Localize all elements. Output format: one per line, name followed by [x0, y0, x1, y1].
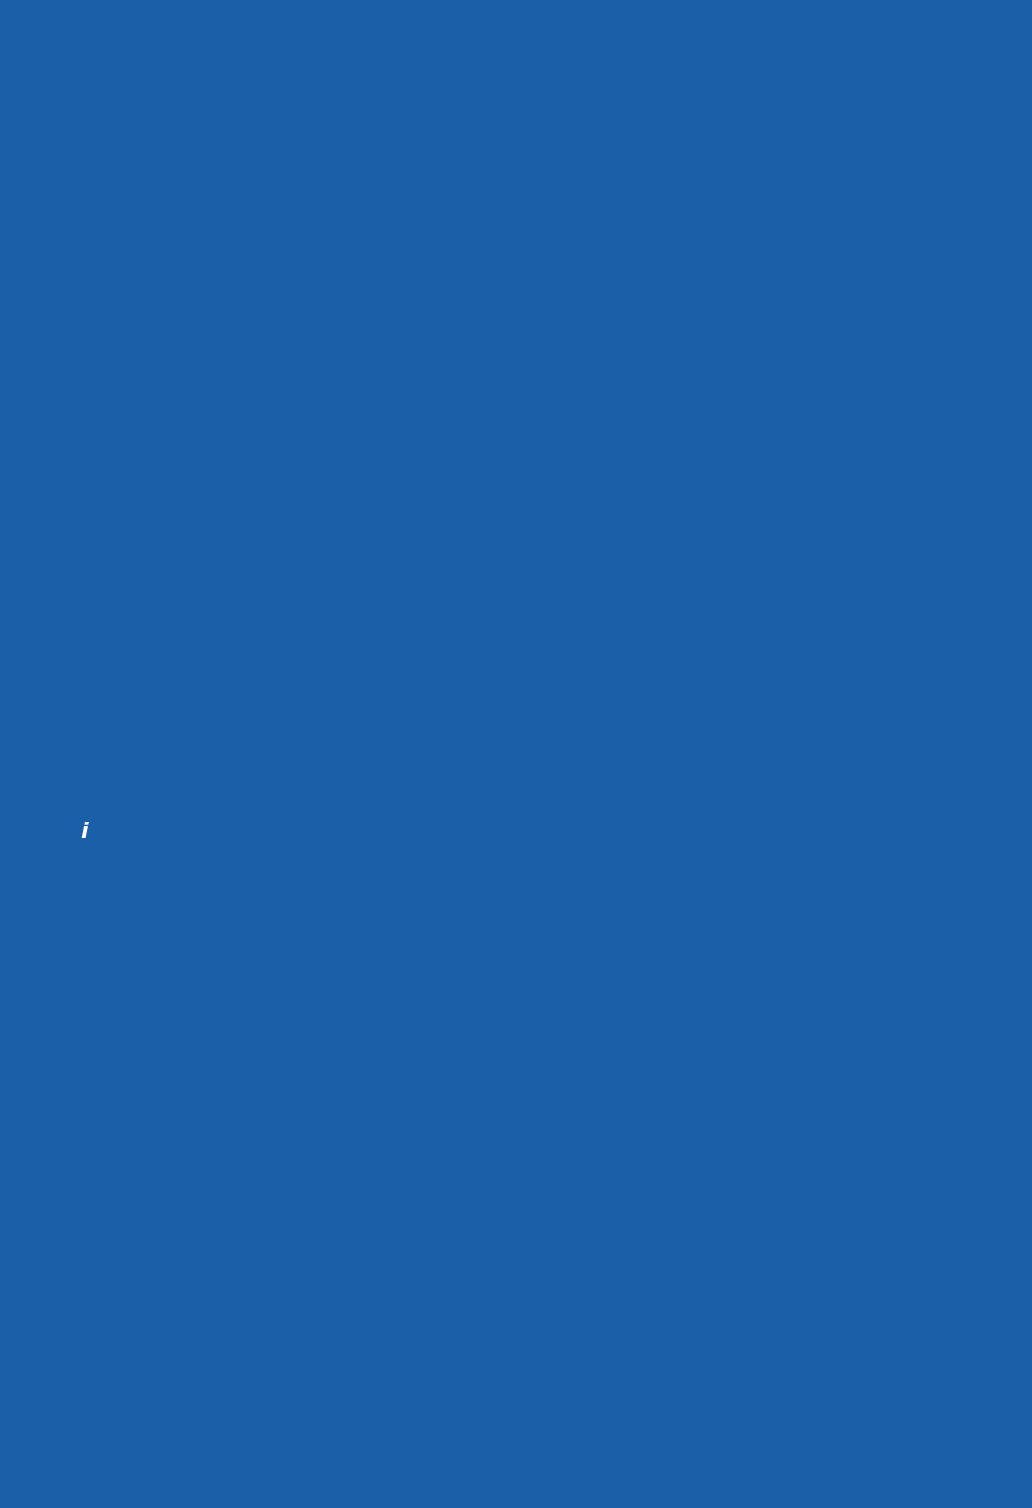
Text: Ethernet: Ethernet: [389, 654, 461, 670]
Text: Connect the other end of the coaxial cable to the: Connect the other end of the coaxial cab…: [118, 587, 484, 602]
Text: provide the: provide the: [138, 1256, 226, 1271]
Text: Connection: Connection: [251, 196, 340, 210]
Text: 18: 18: [982, 1491, 997, 1502]
Text: you want to install as a wired connection on your home network.: you want to install as a wired connectio…: [118, 713, 594, 728]
Text: listed on the gateway label.: listed on the gateway label.: [282, 1256, 490, 1271]
Text: Coaxial Cable: Coaxial Cable: [243, 178, 348, 192]
Text: Connect the power cord to the: Connect the power cord to the: [118, 737, 347, 752]
Text: Check that a coaxial cable is already connected to a cable wall outlet or RF spl: Check that a coaxial cable is already co…: [118, 544, 761, 559]
Text: 6.: 6.: [68, 763, 82, 778]
FancyBboxPatch shape: [55, 38, 980, 490]
Text: port on the rear of the SBG6950AC2.: port on the rear of the SBG6950AC2.: [444, 654, 718, 670]
Text: Connect the other end of the Ethernet cable to the: Connect the other end of the Ethernet ca…: [118, 679, 495, 694]
FancyBboxPatch shape: [490, 155, 512, 193]
Text: HFC MAC ID: HFC MAC ID: [214, 1256, 312, 1271]
Text: a wall switch.: a wall switch.: [118, 780, 218, 795]
FancyBboxPatch shape: [893, 311, 901, 318]
Text: Power: Power: [636, 314, 684, 327]
Text: : This automatically powers ON the SBG6950AC2. There may be up to a 15: : This automatically powers ON the SBG69…: [148, 814, 697, 829]
Text: Plug the other end of the power cord into an electrical wall outlet that is not : Plug the other end of the power cord int…: [118, 763, 777, 778]
Text: i: i: [80, 822, 88, 841]
Text: Contact your service provider to activate (provision) the SBG6950AC2. You may ha: Contact your service provider to activat…: [138, 1237, 782, 1252]
Text: SBG6950AC2.: SBG6950AC2.: [118, 605, 220, 618]
Text: : Repeat steps 3 and 4 for an additional computer or other network device that: : Repeat steps 3 and 4 for an additional…: [172, 697, 753, 710]
Text: LED on the SBG6950AC2 front panel to light up after the: LED on the SBG6950AC2 front panel to lig…: [287, 832, 706, 847]
Text: connected properly.: connected properly.: [118, 1178, 263, 1193]
FancyBboxPatch shape: [910, 311, 918, 318]
Text: Copyright 2017, ARRIS Enterprises, LLC. All rights reserved.: Copyright 2017, ARRIS Enterprises, LLC. …: [38, 1491, 372, 1502]
FancyBboxPatch shape: [720, 65, 930, 164]
Text: 3.: 3.: [68, 654, 82, 670]
Circle shape: [129, 192, 141, 208]
Text: should still perform the following gateway connectivity test to verify that the : should still perform the following gatew…: [118, 1160, 783, 1175]
Text: Cable: Cable: [433, 587, 479, 602]
FancyBboxPatch shape: [893, 339, 901, 348]
Text: Use your hand to tighten the connectors to avoid damaging them.: Use your hand to tighten the connectors …: [138, 629, 625, 644]
Text: Power: Power: [307, 737, 358, 752]
Text: Ethernet: Ethernet: [614, 118, 682, 133]
Text: Connect the Ethernet cable to an available: Connect the Ethernet cable to an availab…: [118, 654, 437, 670]
Text: Chapter 4: Installing the Gateway: Chapter 4: Installing the Gateway: [719, 12, 997, 27]
Text: DRAFT: DRAFT: [226, 686, 806, 1063]
Text: 3: 3: [653, 290, 668, 311]
Text: Power ON the computer connected to the SBG6950AC2 if it is turned off, and then : Power ON the computer connected to the S…: [138, 1209, 791, 1224]
Text: 1.: 1.: [68, 544, 82, 559]
FancyBboxPatch shape: [910, 339, 918, 348]
FancyBboxPatch shape: [490, 249, 512, 287]
FancyBboxPatch shape: [490, 296, 512, 333]
Text: 4.: 4.: [68, 679, 82, 694]
FancyBboxPatch shape: [694, 228, 715, 271]
Text: PN 365-095-31685 x.1: PN 365-095-31685 x.1: [38, 1479, 164, 1488]
Text: Connection: Connection: [604, 136, 692, 149]
Text: port on the rear of the SBG6950AC2.: port on the rear of the SBG6950AC2.: [342, 737, 615, 752]
Text: SURFboard SBG6950AC2 Wireless Gateway User Guide: SURFboard SBG6950AC2 Wireless Gateway Us…: [688, 1479, 997, 1488]
Text: Establish an Internet Connection: Establish an Internet Connection: [38, 1080, 627, 1114]
Text: SBG6950AC2 Connection Diagram: SBG6950AC2 Connection Diagram: [450, 508, 715, 522]
Text: Although your computer may already be configured to automatically access the Int: Although your computer may already be co…: [118, 1140, 804, 1155]
Text: Figure 4:: Figure 4:: [350, 508, 420, 522]
Text: ARRIS: ARRIS: [397, 252, 738, 348]
Text: second delay for the: second delay for the: [120, 832, 275, 847]
Text: port on your computer.: port on your computer.: [494, 679, 668, 694]
Text: 2.: 2.: [68, 587, 83, 602]
Text: Connection: Connection: [616, 330, 704, 345]
Text: Ethernet: Ethernet: [440, 679, 512, 694]
Text: connector on the rear of the: connector on the rear of the: [467, 587, 679, 602]
Text: 2.: 2.: [83, 1209, 97, 1224]
FancyBboxPatch shape: [499, 228, 522, 271]
Text: Power: Power: [252, 832, 303, 847]
FancyBboxPatch shape: [100, 140, 170, 265]
Text: 1: 1: [288, 155, 302, 175]
FancyBboxPatch shape: [870, 280, 940, 391]
Text: power is connected.: power is connected.: [120, 849, 267, 864]
Text: included).: included).: [138, 562, 211, 578]
Circle shape: [123, 182, 147, 217]
Text: Optional: Optional: [118, 697, 189, 710]
FancyBboxPatch shape: [430, 54, 490, 480]
Text: 5.: 5.: [68, 737, 82, 752]
Text: 2: 2: [641, 95, 655, 115]
Text: 3.: 3.: [83, 1237, 97, 1252]
FancyBboxPatch shape: [712, 178, 938, 210]
Text: Note: Note: [120, 814, 159, 829]
FancyBboxPatch shape: [490, 202, 512, 240]
